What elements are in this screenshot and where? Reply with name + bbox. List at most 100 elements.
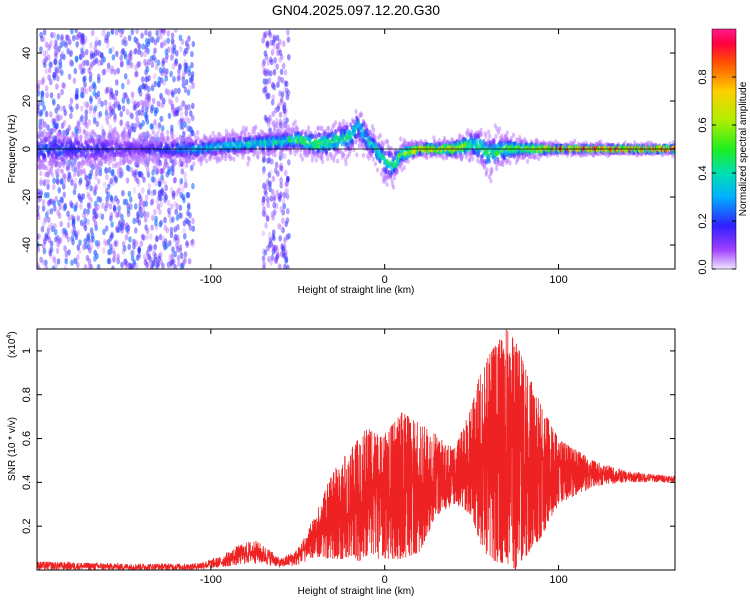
noise-cell	[124, 122, 129, 129]
noise-cell	[179, 104, 183, 112]
noise-cell	[272, 69, 277, 77]
noise-cell	[43, 216, 48, 224]
noise-cell	[100, 213, 105, 220]
noise-cell	[153, 119, 157, 126]
noise-cell	[74, 94, 79, 101]
noise-cell	[160, 77, 164, 84]
noise-cell	[132, 238, 136, 246]
noise-cell	[135, 254, 140, 262]
noise-cell	[268, 32, 273, 39]
noise-cell	[79, 219, 84, 226]
noise-cell	[57, 238, 62, 245]
noise-cell	[131, 249, 136, 257]
noise-cell	[102, 56, 106, 63]
noise-cell	[37, 233, 41, 240]
noise-cell	[142, 210, 147, 218]
noise-cell	[116, 258, 120, 265]
spectral-cell	[85, 123, 89, 130]
noise-cell	[124, 92, 128, 99]
noise-cell	[267, 241, 272, 249]
noise-cell	[75, 87, 79, 95]
noise-cell	[127, 34, 132, 42]
noise-cell	[76, 170, 81, 177]
noise-cell	[120, 29, 125, 35]
spectral-cell	[65, 128, 69, 134]
noise-cell	[156, 100, 161, 107]
noise-cell	[139, 122, 143, 130]
noise-cell	[70, 179, 74, 186]
noise-cell	[37, 100, 41, 107]
noise-cell	[107, 112, 112, 120]
noise-cell	[56, 234, 60, 242]
noise-cell	[263, 188, 268, 195]
noise-cell	[129, 61, 134, 69]
noise-cell	[268, 237, 273, 244]
noise-cell	[175, 234, 180, 241]
noise-cell	[138, 84, 143, 92]
noise-cell	[77, 31, 81, 39]
noise-cell	[264, 184, 269, 191]
spectral-cell	[480, 131, 484, 138]
noise-cell	[57, 92, 61, 100]
noise-cell	[119, 171, 123, 179]
noise-cell	[191, 102, 195, 110]
noise-cell	[266, 196, 270, 203]
noise-cell	[145, 227, 150, 235]
noise-cell	[166, 37, 171, 44]
noise-cell	[278, 235, 283, 242]
noise-cell	[125, 108, 130, 116]
spectral-cell	[38, 128, 43, 135]
noise-cell	[270, 99, 275, 106]
noise-cell	[52, 183, 56, 191]
noise-cell	[283, 189, 288, 196]
noise-cell	[179, 117, 183, 125]
noise-cell	[174, 29, 178, 33]
spectral-cell	[247, 156, 251, 162]
noise-cell	[159, 258, 163, 265]
noise-cell	[272, 35, 277, 43]
noise-cell	[144, 97, 148, 104]
noise-cell	[41, 79, 45, 86]
noise-cell	[166, 199, 171, 207]
noise-cell	[85, 102, 89, 110]
spectral-cell	[342, 152, 346, 158]
noise-cell	[139, 240, 144, 247]
spectral-cell	[78, 129, 82, 135]
noise-cell	[261, 168, 266, 176]
noise-cell	[74, 29, 79, 34]
noise-cell	[171, 190, 176, 197]
noise-cell	[185, 240, 189, 247]
spectral-cell	[371, 156, 375, 162]
spectral-cell	[391, 184, 396, 190]
noise-cell	[160, 167, 165, 174]
noise-cell	[101, 30, 105, 37]
noise-cell	[265, 70, 270, 77]
noise-cell	[121, 47, 126, 55]
noise-cell	[111, 54, 116, 61]
noise-cell	[151, 169, 155, 176]
noise-cell	[37, 79, 42, 87]
noise-cell	[66, 175, 71, 183]
noise-cell	[270, 158, 274, 165]
noise-cell	[87, 193, 91, 201]
spectral-cell	[273, 152, 277, 158]
noise-cell	[83, 224, 88, 232]
noise-cell	[134, 70, 139, 78]
noise-cell	[267, 157, 272, 164]
noise-cell	[38, 118, 43, 126]
noise-cell	[106, 66, 110, 73]
noise-cell	[270, 211, 275, 218]
noise-cell	[45, 234, 49, 241]
noise-cell	[280, 250, 284, 258]
noise-cell	[176, 75, 181, 82]
noise-cell	[274, 161, 279, 169]
noise-cell	[138, 206, 142, 213]
noise-cell	[177, 260, 181, 267]
spectral-cell	[490, 167, 494, 173]
noise-cell	[145, 250, 150, 257]
noise-cell	[109, 215, 113, 222]
noise-cell	[139, 99, 143, 106]
noise-cell	[97, 59, 102, 66]
spectral-cell	[192, 161, 196, 167]
noise-cell	[37, 83, 40, 90]
